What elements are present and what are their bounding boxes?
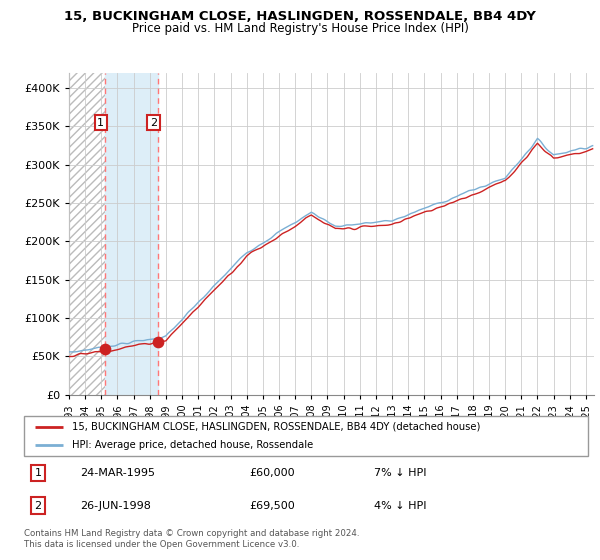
Text: 4% ↓ HPI: 4% ↓ HPI — [374, 501, 426, 511]
Text: 1: 1 — [35, 468, 41, 478]
Text: 26-JUN-1998: 26-JUN-1998 — [80, 501, 151, 511]
Text: £69,500: £69,500 — [250, 501, 295, 511]
Text: 15, BUCKINGHAM CLOSE, HASLINGDEN, ROSSENDALE, BB4 4DY: 15, BUCKINGHAM CLOSE, HASLINGDEN, ROSSEN… — [64, 10, 536, 23]
Text: Contains HM Land Registry data © Crown copyright and database right 2024.
This d: Contains HM Land Registry data © Crown c… — [24, 529, 359, 549]
Text: Price paid vs. HM Land Registry's House Price Index (HPI): Price paid vs. HM Land Registry's House … — [131, 22, 469, 35]
Text: 15, BUCKINGHAM CLOSE, HASLINGDEN, ROSSENDALE, BB4 4DY (detached house): 15, BUCKINGHAM CLOSE, HASLINGDEN, ROSSEN… — [72, 422, 481, 432]
Text: 1: 1 — [97, 118, 104, 128]
Text: 2: 2 — [35, 501, 41, 511]
Text: 24-MAR-1995: 24-MAR-1995 — [80, 468, 155, 478]
Text: HPI: Average price, detached house, Rossendale: HPI: Average price, detached house, Ross… — [72, 440, 313, 450]
Text: 7% ↓ HPI: 7% ↓ HPI — [374, 468, 426, 478]
Point — [100, 344, 110, 353]
Text: £60,000: £60,000 — [250, 468, 295, 478]
Point — [153, 337, 163, 346]
Text: 2: 2 — [150, 118, 157, 128]
